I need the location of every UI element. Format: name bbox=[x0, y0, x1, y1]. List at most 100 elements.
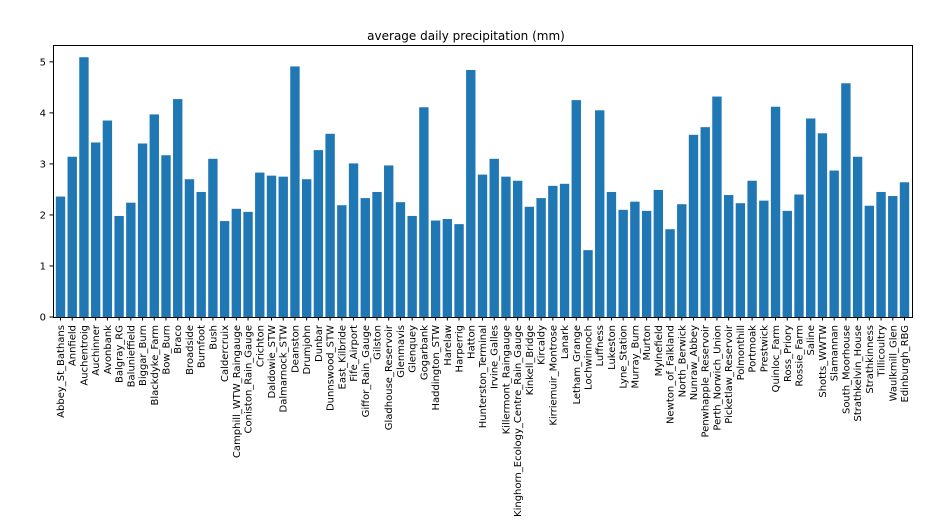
bar-Picketlaw_Reservoir bbox=[723, 195, 734, 317]
x-tick-label: Abbey_St_Bathans bbox=[56, 325, 67, 418]
x-tick-label: Prestwick bbox=[759, 325, 770, 372]
bar-Camphill_WTW_Raingauge bbox=[231, 208, 242, 317]
x-tick-label: Lukeston bbox=[607, 325, 618, 370]
x-tick-label: Nunraw_Abbey bbox=[689, 325, 700, 400]
x-tick-label: Biggar_Burn bbox=[138, 325, 149, 386]
x-tick-label: Perth_Norwich_Union bbox=[712, 325, 723, 431]
bar-Mylnefield bbox=[653, 189, 664, 317]
x-tick-label: Waulkmill_Glen bbox=[888, 325, 899, 401]
x-tick-label: Luffness bbox=[595, 325, 606, 367]
bar-Giffor_Rain_Gauge bbox=[360, 198, 370, 317]
bar-Deanston bbox=[290, 66, 300, 317]
bar-Quinloc_Farm bbox=[770, 106, 781, 317]
bar-Coniston_Rain_Gauge bbox=[243, 211, 253, 317]
bar-Harelaw bbox=[442, 219, 453, 317]
bar-Saline bbox=[806, 118, 816, 317]
x-tick-label: Hunterston_Terminal bbox=[478, 325, 489, 428]
x-tick-label: Gilston bbox=[373, 325, 384, 360]
bar-Kirriemuir_Montrose bbox=[548, 185, 558, 317]
bar-Kircaldy bbox=[536, 198, 546, 317]
x-tick-label: Edinburgh_RBG bbox=[900, 325, 911, 402]
bar-Hatton bbox=[466, 70, 476, 317]
x-axis: Abbey_St_Bathans Annfield Auchentroig Auchi… bbox=[56, 317, 911, 517]
bar-Haddington_STW bbox=[430, 220, 441, 317]
bar-Auchentroig bbox=[79, 57, 89, 318]
x-tick-label: Tillicoultry bbox=[877, 325, 888, 378]
bar-Balgray_RG bbox=[114, 215, 124, 317]
bar-Hunterston_Terminal bbox=[477, 174, 488, 317]
bar-Dunnswood_STW bbox=[325, 133, 335, 317]
y-tick-label: 0 bbox=[40, 313, 46, 324]
bar-Bow_Burn bbox=[161, 155, 171, 317]
bar-Polmonthill bbox=[735, 203, 746, 317]
bar-Strathkelvin_House bbox=[852, 156, 863, 317]
bar-Rossie_Farm bbox=[794, 194, 804, 317]
bar-Braco bbox=[173, 99, 183, 317]
bar-Slamannan bbox=[829, 170, 839, 317]
bar-Lanark bbox=[559, 183, 570, 317]
x-tick-label: Fife_Airport bbox=[349, 325, 360, 382]
bar-Letham_Grange bbox=[571, 100, 581, 318]
bar-Penwhapple_Reservoir bbox=[700, 127, 710, 318]
x-tick-label: Balunieffield bbox=[126, 325, 137, 387]
x-tick-label: Kinkell_Bridge bbox=[525, 325, 536, 395]
bar-North_Berwick bbox=[677, 204, 687, 317]
x-tick-label: Haddington_STW bbox=[431, 325, 442, 411]
bar-Strathkinness bbox=[864, 205, 875, 317]
x-tick-label: Quinloc_Farm bbox=[771, 325, 782, 392]
x-tick-label: Annfield bbox=[68, 325, 79, 366]
bar-Waulkmill_Glen bbox=[888, 196, 898, 317]
y-tick-label: 2 bbox=[40, 210, 46, 221]
bar-Burnfoot bbox=[196, 191, 206, 317]
x-tick-label: Mylnefield bbox=[654, 325, 665, 376]
x-tick-label: Strathkelvin_House bbox=[853, 325, 864, 422]
bar-Nunraw_Abbey bbox=[688, 134, 699, 317]
bar-Gilston bbox=[372, 191, 382, 317]
x-tick-label: Lanark bbox=[560, 325, 571, 359]
x-tick-label: Dalmarnock_STW bbox=[279, 325, 290, 413]
bar-Blackdyke_Farm bbox=[149, 114, 159, 317]
bar-Shotts_WWTW bbox=[817, 133, 828, 317]
bar-Drumjohn bbox=[301, 179, 312, 317]
x-tick-label: Letham_Grange bbox=[572, 325, 583, 405]
bar-Auchinner bbox=[90, 142, 101, 317]
bar-Dalmarnock_STW bbox=[278, 176, 288, 317]
x-tick-label: Killermont_Raingauge bbox=[501, 325, 512, 434]
bar-Crichton bbox=[255, 172, 265, 317]
x-tick-label: South_Moorhouse bbox=[841, 325, 852, 414]
x-tick-label: Saline bbox=[806, 325, 817, 356]
x-tick-label: Burnfoot bbox=[197, 325, 208, 368]
x-tick-label: Kirriemuir_Montrose bbox=[548, 325, 559, 426]
x-tick-label: Auchentroig bbox=[79, 325, 90, 386]
x-tick-label: Shotts_WWTW bbox=[818, 325, 829, 398]
bar-South_Moorhouse bbox=[841, 83, 851, 317]
x-tick-label: Bush bbox=[208, 325, 219, 350]
bar-Glenquey bbox=[407, 215, 417, 317]
bar-Kinkell_Bridge bbox=[524, 206, 535, 317]
bar-Caldercruix bbox=[219, 221, 230, 317]
x-tick-label: Harelaw bbox=[443, 325, 454, 366]
bar-Portmoak bbox=[747, 180, 757, 317]
bar-Prestwick bbox=[759, 200, 769, 317]
x-tick-label: Gladhouse_Reservoir bbox=[384, 324, 395, 430]
x-tick-label: Polmonthill bbox=[736, 325, 747, 380]
x-tick-label: East_Kilbride bbox=[337, 325, 348, 389]
x-tick-label: Auchinner bbox=[91, 324, 102, 376]
bar-Fife_Airport bbox=[348, 163, 359, 317]
bar-Avonbank bbox=[102, 120, 113, 317]
bar-Bush bbox=[208, 158, 218, 317]
bar-Lyne_Station bbox=[618, 209, 628, 317]
bar-Gogarbank bbox=[419, 107, 429, 317]
y-axis: 0 1 2 3 4 5 bbox=[40, 57, 53, 324]
y-tick-label: 3 bbox=[40, 159, 46, 170]
bar-Harperrig bbox=[454, 224, 464, 317]
bar-Killermont_Raingauge bbox=[501, 176, 511, 317]
bar-Ross_Priory bbox=[782, 210, 792, 317]
bar-Tillicoultry bbox=[876, 191, 886, 317]
x-tick-label: Lochwinnoch bbox=[583, 325, 594, 390]
x-tick-label: Rossie_Farm bbox=[794, 325, 805, 387]
bars-group bbox=[55, 57, 910, 318]
x-tick-label: Portmoak bbox=[748, 325, 759, 373]
x-tick-label: Blackdyke_Farm bbox=[150, 325, 161, 406]
